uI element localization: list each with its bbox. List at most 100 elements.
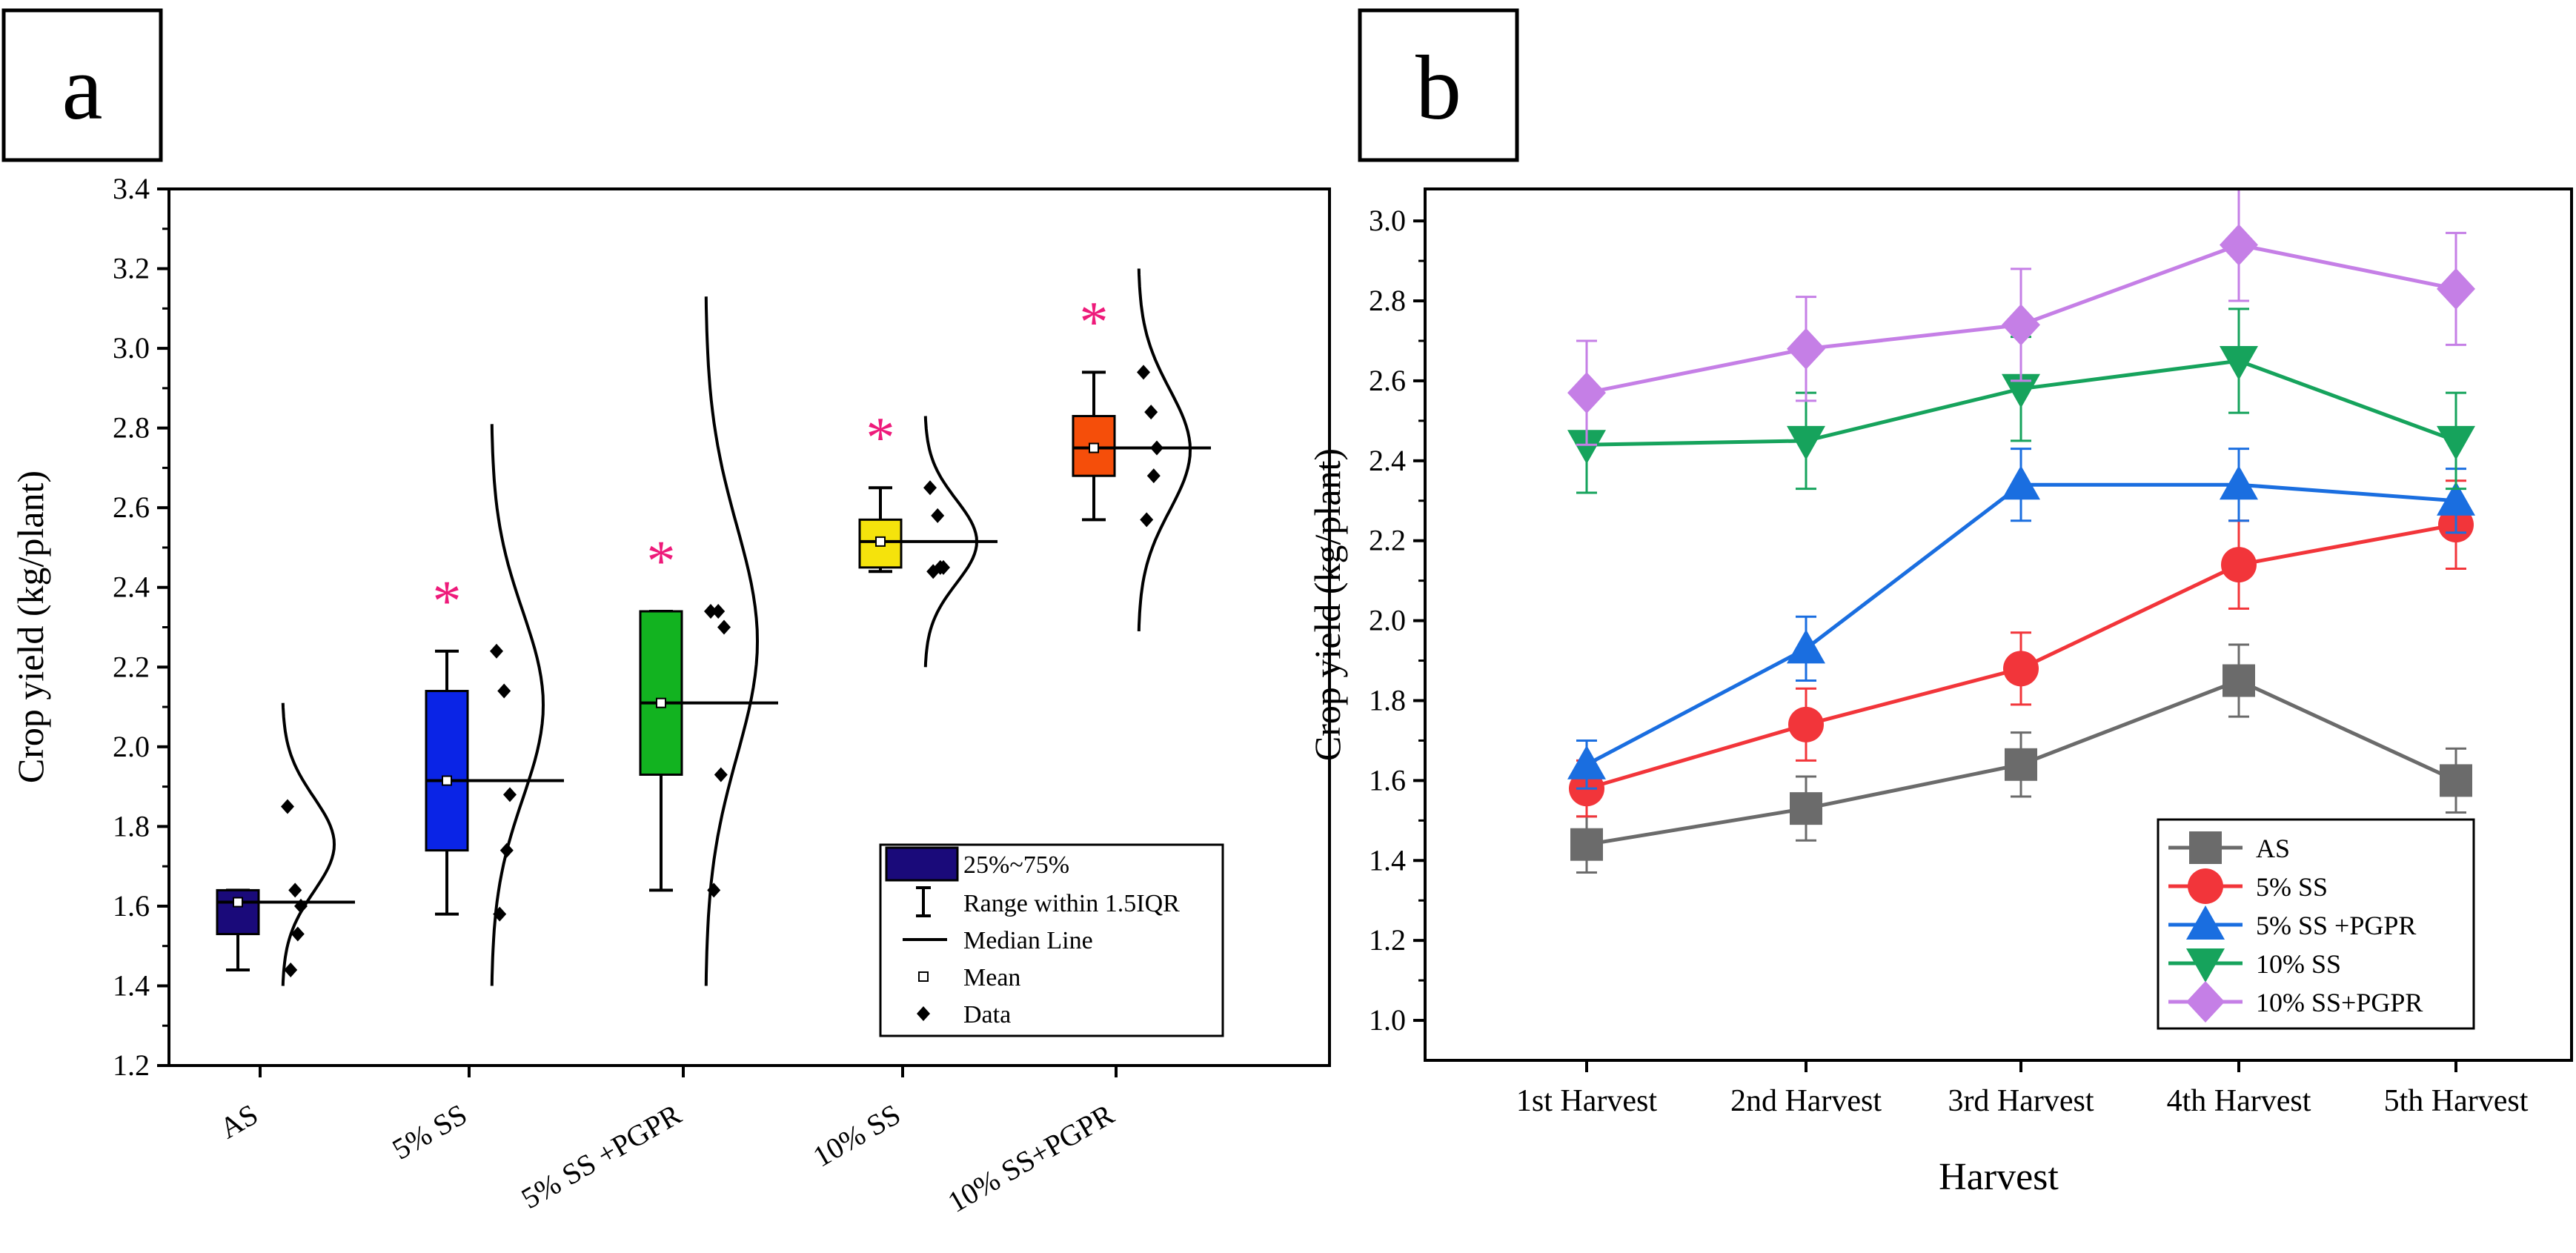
b-y-tick-label: 2.0 — [1369, 604, 1406, 637]
b-data-point — [2220, 224, 2258, 266]
a-data-point — [503, 787, 517, 802]
b-legend-label: 5% SS — [2256, 872, 2328, 902]
b-data-point — [2437, 481, 2475, 516]
b-data-point — [2220, 465, 2258, 500]
b-legend-label: 10% SS — [2256, 949, 2341, 979]
b-y-tick-label: 3.0 — [1369, 204, 1406, 237]
b-y-axis: 1.0 1.2 1.4 1.6 1.8 2.0 2.2 2.4 2.6 2.8 3.0 — [1369, 204, 1425, 1037]
b-legend-swatch-marker — [2188, 868, 2223, 904]
a-data-point — [497, 683, 511, 699]
panel-b-label-box: b — [1358, 8, 1519, 162]
b-data-point — [2437, 267, 2475, 310]
a-data-point — [1144, 405, 1158, 420]
a-y-tick-label: 3.2 — [113, 252, 150, 285]
a-significance-marker: * — [866, 405, 895, 469]
a-x-axis: AS 5% SS 5% SS +PGPR 10% SS 10% SS+PGPR — [214, 1066, 1120, 1219]
b-data-point — [1788, 706, 1824, 742]
b-data-point — [2002, 373, 2040, 408]
b-y-tick-label: 2.8 — [1369, 284, 1406, 317]
b-x-axis-title: Harvest — [1939, 1156, 2059, 1198]
a-data-point — [281, 799, 294, 814]
a-distribution-curve — [704, 296, 760, 986]
a-data-point — [294, 898, 308, 914]
a-x-tick-label: AS — [214, 1097, 264, 1146]
a-mean-marker — [233, 897, 243, 908]
a-legend-label: Mean — [963, 964, 1020, 991]
b-data-point — [2005, 748, 2037, 781]
a-legend-swatch-data — [917, 1006, 930, 1021]
b-x-tick-label: 1st Harvest — [1516, 1084, 1657, 1118]
b-legend: AS 5% SS 5% SS +PGPR 10% SS 10% SS+PGPR — [2157, 818, 2475, 1030]
a-data-point — [490, 643, 503, 659]
a-y-tick-label: 2.4 — [113, 571, 150, 604]
a-y-tick-label: 2.6 — [113, 491, 150, 524]
a-y-tick-label: 3.4 — [113, 172, 150, 205]
a-data-point — [923, 480, 937, 496]
a-legend-label: Range within 1.5IQR — [963, 890, 1180, 917]
a-y-tick-label: 1.2 — [113, 1048, 150, 1082]
a-y-axis-title: Crop yield (kg/plant) — [10, 471, 51, 783]
b-legend-label: 10% SS+PGPR — [2256, 988, 2423, 1017]
b-plot-area — [1567, 187, 2475, 874]
b-data-point — [2223, 664, 2255, 697]
a-legend-swatch-mean — [918, 971, 929, 982]
a-legend-label: Data — [963, 1001, 1011, 1028]
a-data-point — [717, 619, 731, 635]
a-data-point — [288, 883, 302, 898]
b-data-point — [1567, 372, 1606, 414]
a-significance-marker: * — [1080, 289, 1109, 353]
b-data-point — [2221, 547, 2257, 583]
b-legend-label: AS — [2256, 834, 2290, 863]
a-x-tick-label: 10% SS — [807, 1097, 906, 1174]
a-mean-marker — [875, 536, 886, 547]
b-x-tick-label: 3rd Harvest — [1948, 1084, 2094, 1118]
a-y-tick-label: 2.0 — [113, 730, 150, 763]
a-distribution-curve — [281, 702, 336, 986]
a-data-point — [714, 767, 728, 782]
a-legend: 25%~75% Range within 1.5IQR Median Line Mea… — [879, 843, 1224, 1037]
b-data-point — [1567, 745, 1606, 780]
a-box — [216, 888, 260, 936]
b-legend-label: 5% SS +PGPR — [2256, 911, 2416, 940]
b-y-tick-label: 2.2 — [1369, 524, 1406, 557]
line-chart-b: 1.0 1.2 1.4 1.6 1.8 2.0 2.2 2.4 2.6 2.8 3.0 1st Ha… — [1307, 187, 2573, 1198]
a-significance-marker: * — [433, 568, 462, 633]
a-mean-marker — [1089, 442, 1099, 453]
panel-a-label: a — [62, 37, 102, 139]
a-y-tick-label: 1.4 — [113, 968, 150, 1002]
a-legend-swatch-box — [885, 846, 959, 882]
a-y-tick-label: 3.0 — [113, 331, 150, 365]
b-legend-swatch-marker — [2186, 948, 2225, 983]
a-box — [858, 518, 903, 569]
a-legend-label: 25%~75% — [963, 851, 1069, 879]
a-box — [425, 690, 469, 852]
a-x-tick-label: 5% SS +PGPR — [516, 1097, 687, 1215]
b-x-tick-label: 5th Harvest — [2384, 1084, 2529, 1118]
b-data-point — [2002, 304, 2040, 346]
b-data-point — [1790, 792, 1822, 825]
a-data-point — [1137, 365, 1150, 380]
a-box — [1072, 415, 1116, 477]
b-data-point — [2003, 651, 2039, 687]
a-data-point — [704, 603, 717, 619]
b-series-3 — [1567, 308, 2475, 494]
a-x-tick-label: 5% SS — [387, 1097, 473, 1166]
b-series-0 — [1570, 643, 2472, 874]
b-series-line — [1585, 482, 2457, 767]
a-data-point — [931, 508, 945, 523]
b-y-tick-label: 2.6 — [1369, 364, 1406, 397]
b-data-point — [1787, 629, 1825, 664]
b-data-point — [1567, 430, 1606, 465]
b-legend-swatch-marker — [2189, 831, 2222, 864]
b-y-tick-label: 1.0 — [1369, 1003, 1406, 1037]
a-data-point — [284, 962, 298, 977]
b-x-tick-label: 2nd Harvest — [1730, 1084, 1882, 1118]
a-data-point — [291, 926, 305, 942]
b-y-tick-label: 1.6 — [1369, 763, 1406, 797]
b-legend-swatch-marker — [2186, 981, 2225, 1023]
a-mean-marker — [656, 697, 666, 708]
a-plot-area: * * * * — [216, 268, 1211, 986]
b-y-tick-label: 1.2 — [1369, 923, 1406, 957]
a-distribution-curve — [1137, 268, 1192, 631]
